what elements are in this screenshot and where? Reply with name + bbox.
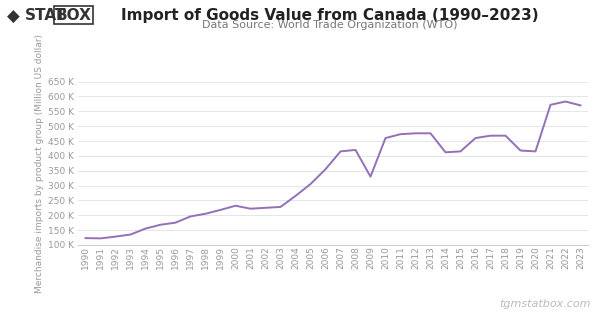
Text: BOX: BOX — [56, 8, 92, 23]
Text: tgmstatbox.com: tgmstatbox.com — [499, 299, 591, 309]
Text: Data Source: World Trade Organization (WTO): Data Source: World Trade Organization (W… — [202, 20, 458, 30]
Text: STAT: STAT — [25, 8, 67, 23]
Text: ◆: ◆ — [7, 8, 20, 26]
Y-axis label: Merchandise imports by product group (Million US dollar): Merchandise imports by product group (Mi… — [35, 34, 44, 293]
Text: Import of Goods Value from Canada (1990–2023): Import of Goods Value from Canada (1990–… — [121, 8, 539, 23]
